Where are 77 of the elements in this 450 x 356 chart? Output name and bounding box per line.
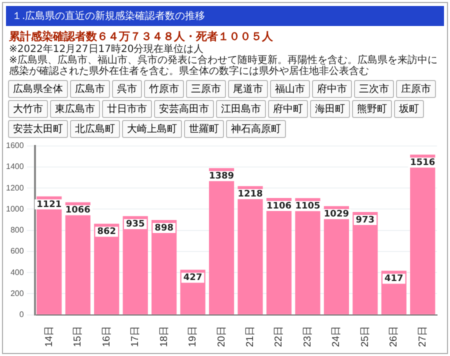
text: 熊野町 xyxy=(352,100,392,118)
data-label: 1218 xyxy=(238,190,263,200)
data-label: 417 xyxy=(384,274,404,284)
text: 三原市 xyxy=(186,80,226,98)
bar xyxy=(352,212,378,314)
bar xyxy=(238,186,263,314)
text: 北広島町 xyxy=(70,120,120,138)
text: ※2022年12月27日17時20分現在単位は人 xyxy=(9,44,205,55)
bar xyxy=(410,154,436,314)
chart-subtitle: 累計感染確認者数６４万７３４８人・死者１００５人 xyxy=(9,29,274,44)
y-tick-label: 0 xyxy=(19,310,24,320)
text: 安芸太田町 xyxy=(8,120,68,138)
y-tick-label: 400 xyxy=(10,268,24,277)
data-label: 1516 xyxy=(410,158,436,168)
x-tick-label: 25日 xyxy=(360,326,371,347)
y-tick-label: 800 xyxy=(10,226,24,235)
bar xyxy=(208,168,234,314)
x-tick-label: 19日 xyxy=(188,326,199,347)
bar xyxy=(65,202,90,314)
data-label: 1029 xyxy=(324,209,349,220)
data-label: 973 xyxy=(356,215,375,226)
x-tick-label: 22日 xyxy=(274,326,285,347)
x-tick-label: 15日 xyxy=(72,326,84,347)
text: 広島市 xyxy=(70,80,110,98)
text: 神石高原町 xyxy=(226,120,286,138)
y-tick-label: 600 xyxy=(10,246,24,256)
data-label: 427 xyxy=(183,273,202,284)
x-tick-label: 17日 xyxy=(130,326,142,347)
text: 府中市 xyxy=(312,80,352,98)
text: 世羅町 xyxy=(184,120,224,138)
text: 三次市 xyxy=(354,80,394,98)
data-label: 1106 xyxy=(266,201,292,212)
y-tick-label: 200 xyxy=(10,288,24,298)
text: 広島県全体 xyxy=(8,80,68,98)
data-label: 1105 xyxy=(295,201,320,212)
text: 府中町 xyxy=(268,100,308,118)
text: 庄原市 xyxy=(396,80,436,98)
text: 廿日市市 xyxy=(102,100,152,118)
data-label: 862 xyxy=(97,227,116,238)
bar xyxy=(36,196,62,314)
y-tick-label: 1000 xyxy=(6,204,24,214)
x-tick-label: 27日 xyxy=(417,326,428,347)
x-tick-label: 21日 xyxy=(245,326,256,347)
text: 東広島市 xyxy=(50,100,100,118)
text: 大竹市 xyxy=(8,100,48,118)
text: 竹原市 xyxy=(144,80,184,98)
bar xyxy=(266,198,292,314)
text: 呉市 xyxy=(112,80,142,98)
bar xyxy=(324,206,350,314)
x-tick-label: 23日 xyxy=(302,326,314,347)
x-tick-label: 26日 xyxy=(388,326,400,347)
text: 安芸高田市 xyxy=(154,100,214,118)
text: 大崎上島町 xyxy=(122,120,182,138)
text: 尾道市 xyxy=(228,80,268,98)
data-label: 898 xyxy=(154,223,174,234)
y-tick-label: 1200 xyxy=(6,183,24,192)
data-label: 935 xyxy=(126,219,145,230)
data-label: 1389 xyxy=(209,171,234,182)
x-tick-label: 24日 xyxy=(331,326,342,347)
x-tick-label: 18日 xyxy=(158,326,170,347)
y-tick-label: 1600 xyxy=(6,141,24,150)
text: 海田町 xyxy=(310,100,350,118)
data-label: 1066 xyxy=(65,206,90,216)
bar xyxy=(295,198,320,314)
text: 江田島市 xyxy=(216,100,266,118)
y-tick-label: 1400 xyxy=(6,162,24,172)
x-tick-label: 16日 xyxy=(101,326,112,347)
text: 坂町 xyxy=(394,100,424,118)
text: ※広島県、広島市、福山市、呉市の発表に合わせて随時更新。再陽性を含む。広島県を来訪中に感染が確認された県外在住者を含む。県全体の数字には県外や居住地非公表含む xyxy=(9,55,438,77)
chart-title: １.広島県の直近の新規感染確認者数の推移 xyxy=(6,6,444,26)
data-label: 1121 xyxy=(36,200,62,210)
bar xyxy=(122,216,148,314)
bar xyxy=(94,224,120,314)
text: 福山市 xyxy=(270,80,310,98)
bar xyxy=(152,220,177,314)
x-tick-label: 14日 xyxy=(44,326,55,347)
x-tick-label: 20日 xyxy=(216,326,228,347)
